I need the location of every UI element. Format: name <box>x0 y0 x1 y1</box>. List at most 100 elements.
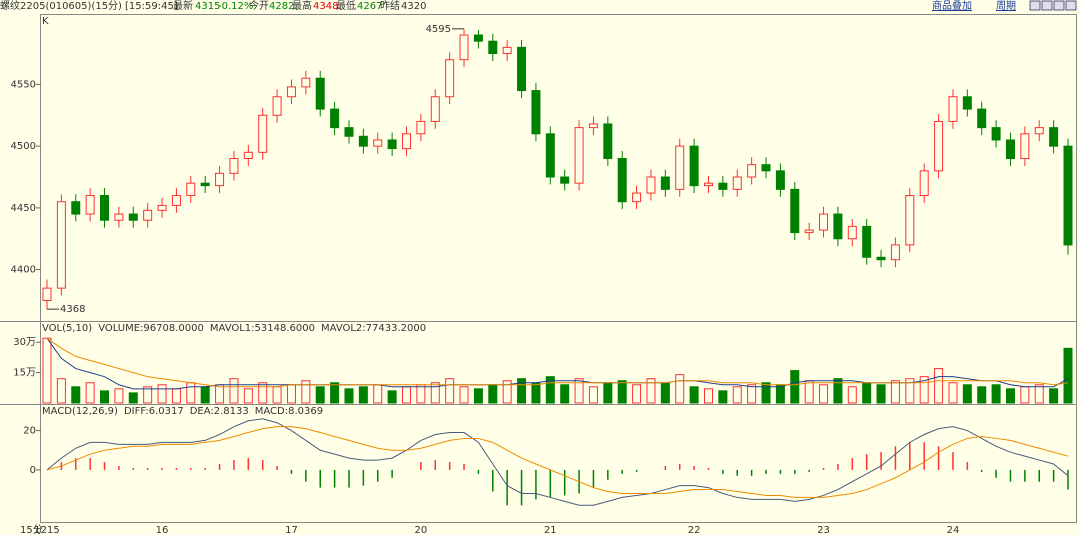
high-label: 最高 <box>292 0 312 12</box>
zoom-button[interactable] <box>1041 0 1053 11</box>
symbol: 螺纹2205(010605)(15分) <box>0 0 122 12</box>
zoom-button[interactable] <box>1053 0 1065 11</box>
volume-bar <box>301 380 311 404</box>
volume-bar <box>1049 388 1059 404</box>
y-tick-label: 15万 <box>13 368 36 379</box>
candle-body <box>315 77 325 110</box>
candle-body <box>286 86 296 98</box>
y-tick-label: 4500 <box>11 141 36 152</box>
candle-body <box>588 123 598 129</box>
volume-bar <box>603 382 613 404</box>
volume-bar <box>876 384 886 404</box>
candle-body <box>258 114 268 153</box>
x-tick-label: 20 <box>415 525 428 535</box>
candle-body <box>344 127 354 137</box>
candle-body <box>473 34 483 42</box>
open-label: 今开 <box>249 0 269 12</box>
candle-body <box>1049 127 1059 147</box>
candle-body <box>790 188 800 234</box>
candle-body <box>402 133 412 150</box>
candle-body <box>632 192 642 203</box>
volume-bar <box>775 384 785 404</box>
candle-body <box>1005 139 1015 159</box>
candle-body <box>890 244 900 261</box>
candle-body <box>660 176 670 190</box>
last-label: 最新 <box>173 0 193 12</box>
candle-body <box>819 213 829 231</box>
volume-bar <box>330 382 340 404</box>
candle-body <box>85 195 95 215</box>
time: [15:59:45] <box>125 1 178 12</box>
candle-body <box>732 176 742 190</box>
candle-body <box>775 170 785 190</box>
volume-bar <box>847 386 857 404</box>
candle-body <box>186 182 196 197</box>
overlay-button[interactable]: 商品叠加 <box>932 0 972 12</box>
volume-bar <box>977 386 987 404</box>
volume-bar <box>215 384 225 404</box>
candle-body <box>1020 133 1030 159</box>
x-tick-label: 1215 <box>34 525 59 535</box>
volume-bar <box>948 382 958 404</box>
legend-label: MACD:8.0369 <box>255 406 323 417</box>
x-tick-label: 16 <box>156 525 169 535</box>
volume-bar <box>286 384 296 404</box>
volume-bar <box>646 378 656 404</box>
low: 4267 <box>357 1 382 12</box>
candle-body <box>143 209 153 221</box>
volume-bar <box>890 380 900 404</box>
panel-label: K <box>42 16 49 27</box>
volume-bar <box>85 382 95 404</box>
candle-body <box>962 96 972 110</box>
y-tick-label: 4400 <box>11 265 36 276</box>
candle-body <box>862 225 872 258</box>
volume-bar <box>373 384 383 404</box>
volume-bar <box>315 386 325 404</box>
legend-label: DIFF:6.0317 <box>124 406 184 417</box>
candle-body <box>905 195 915 246</box>
zoom-buttons[interactable] <box>1029 0 1077 11</box>
candle-body <box>272 96 282 116</box>
period-button[interactable]: 周期 <box>996 0 1016 12</box>
volume-bar <box>747 384 757 404</box>
candle-body <box>100 195 110 221</box>
candle-body <box>531 90 541 135</box>
candle-body <box>71 201 81 215</box>
candle-body <box>502 46 512 55</box>
y-tick-label: 20 <box>23 426 36 437</box>
legend-label: VOL(5,10) <box>42 323 92 334</box>
volume-bar <box>402 386 412 404</box>
candle-body <box>761 164 771 172</box>
volume-bar <box>905 378 915 404</box>
legend-label: DEA:2.8133 <box>190 406 249 417</box>
volume-bar <box>114 388 124 404</box>
zoom-button[interactable] <box>1029 0 1041 11</box>
volume-bar <box>445 378 455 404</box>
candle-body <box>171 195 181 206</box>
y-tick-label: 30万 <box>13 337 36 348</box>
indicator-line <box>46 337 1069 388</box>
open: 4282 <box>269 1 294 12</box>
candle-body <box>1063 145 1073 246</box>
volume-bar <box>1005 388 1015 404</box>
candle-body <box>603 123 613 159</box>
indicator-line <box>46 426 1069 498</box>
candle-body <box>847 225 857 240</box>
volume-bar <box>1034 384 1044 404</box>
volume-bar <box>200 386 210 404</box>
candle-body <box>128 213 138 221</box>
last: 4315 <box>195 1 220 12</box>
candle-body <box>445 59 455 98</box>
min-label: 4368 <box>60 304 85 315</box>
indicator-line <box>46 337 1069 390</box>
zoom-button[interactable] <box>1065 0 1077 11</box>
candle-body <box>301 77 311 88</box>
legend-label: VOLUME:96708.0000 <box>98 323 204 334</box>
candle-body <box>243 151 253 159</box>
volume-bar <box>689 386 699 404</box>
candle-body <box>488 40 498 55</box>
volume-bar <box>416 384 426 404</box>
volume-bar <box>387 390 397 404</box>
candle-body <box>157 204 167 211</box>
volume-bar <box>502 380 512 404</box>
